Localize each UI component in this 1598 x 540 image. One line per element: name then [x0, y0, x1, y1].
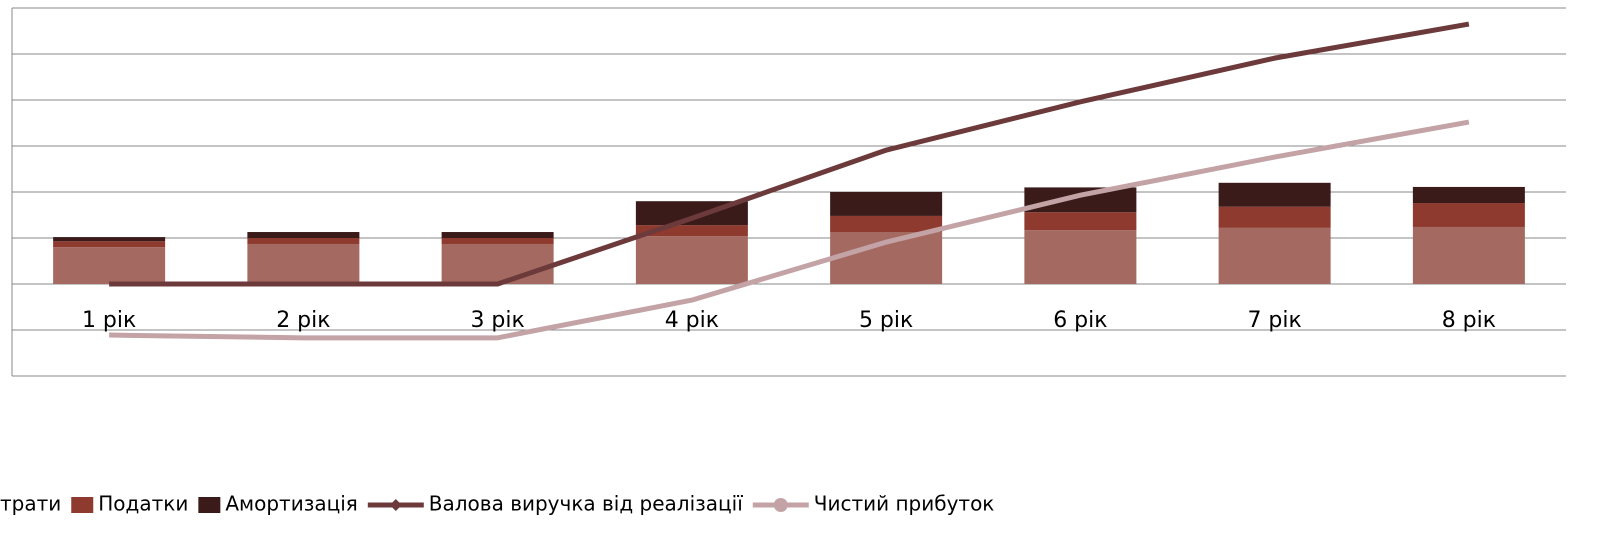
bar-segment: [1218, 206, 1331, 228]
bar-segment: [247, 238, 360, 244]
x-tick-label: 2 рік: [276, 308, 330, 333]
bar-segment: [1412, 203, 1525, 227]
bar-segment: [830, 215, 943, 233]
bar-segment: [1218, 227, 1331, 284]
x-tick-label: 5 рік: [859, 308, 913, 333]
bar-segment: [1218, 182, 1331, 207]
legend-label: Амортизація: [225, 492, 357, 516]
x-tick-label: 1 рік: [82, 308, 136, 333]
line: [109, 21, 1470, 287]
bar-segment: [1024, 187, 1137, 213]
bar-segment: [247, 232, 360, 238]
legend-marker: [389, 499, 402, 511]
bar-segment: [441, 238, 554, 244]
x-tick-label: 3 рік: [470, 308, 524, 333]
x-tick-label: 4 рік: [665, 308, 719, 333]
x-tick-label: 8 рік: [1442, 308, 1496, 333]
bar-segment: [1412, 186, 1525, 204]
bar-segment: [1412, 226, 1525, 284]
bar-segment: [247, 243, 360, 284]
bar-segment: [635, 225, 748, 237]
bar-segment: [1024, 230, 1137, 284]
bar-segment: [53, 247, 166, 284]
legend-swatch: [71, 497, 94, 513]
legend-label: трати: [0, 492, 61, 516]
bar-segment: [53, 241, 166, 248]
bar-segment: [830, 192, 943, 216]
legend-label: Валова виручка від реалізації: [429, 492, 743, 516]
line: [109, 119, 1470, 341]
bar-segment: [441, 232, 554, 238]
legend-marker: [773, 498, 788, 512]
legend-label: Чистий прибуток: [814, 492, 995, 516]
bar-segment: [1024, 212, 1137, 231]
legend-label: Податки: [98, 492, 188, 516]
legend-swatch: [198, 497, 221, 513]
x-tick-label: 6 рік: [1053, 308, 1107, 333]
bar-segment: [53, 237, 166, 242]
bar-segment: [635, 236, 748, 284]
x-tick-label: 7 рік: [1247, 308, 1301, 333]
bar-segment: [441, 243, 554, 284]
